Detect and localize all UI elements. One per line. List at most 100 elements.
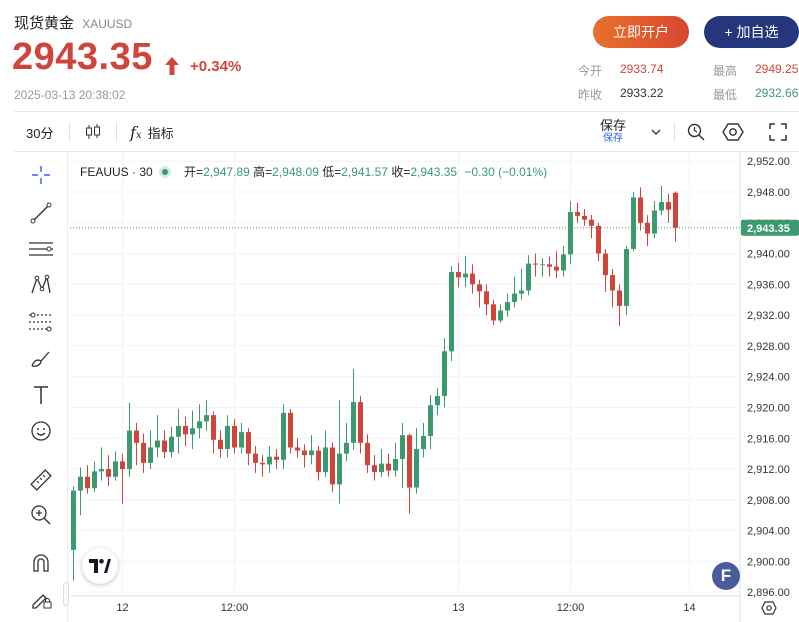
last-price-tag: [741, 219, 799, 236]
chevron-down-icon[interactable]: [650, 112, 666, 152]
quote-timestamp: 2025-03-13 20:38:02: [14, 88, 126, 102]
sidebar-scroll-handle[interactable]: [63, 582, 69, 606]
candle-body: [596, 225, 601, 254]
candle: [673, 191, 678, 242]
candle-body: [512, 293, 517, 303]
candle: [512, 276, 517, 308]
candle-body: [519, 290, 524, 294]
price-tick-label: 2,916.00: [747, 433, 790, 445]
pattern-tool-icon[interactable]: [26, 270, 56, 300]
brush-icon[interactable]: [26, 344, 56, 374]
candle: [638, 187, 643, 231]
candle-body: [526, 263, 531, 291]
candle-body: [337, 453, 342, 485]
price-tick-label: 2,952.00: [747, 156, 790, 168]
indicators-label: 指标: [147, 125, 174, 141]
trend-line-icon[interactable]: [26, 198, 56, 228]
save-label: 保存: [600, 118, 627, 133]
candle: [274, 449, 279, 470]
stat-today-open-label: 今开: [578, 64, 603, 78]
candle: [232, 419, 237, 454]
candle-body: [295, 447, 300, 451]
candle-body: [351, 402, 356, 443]
candle-body: [442, 351, 447, 396]
axis-settings-icon[interactable]: [761, 600, 777, 616]
open-account-button[interactable]: 立即开户: [593, 16, 689, 48]
candle: [421, 422, 426, 458]
candle-body: [477, 284, 482, 292]
candle-body: [134, 430, 139, 443]
zoom-in-icon[interactable]: [26, 500, 56, 530]
candle-body: [246, 432, 251, 454]
text-tool-icon[interactable]: [26, 380, 56, 410]
broker-f-icon[interactable]: F: [712, 562, 740, 590]
candle-body: [113, 461, 118, 477]
magnet-icon[interactable]: [26, 548, 56, 578]
candle-body: [120, 461, 125, 470]
indicators-button[interactable]: fx 指标: [130, 112, 174, 152]
emoji-icon[interactable]: [26, 416, 56, 446]
time-tick-label: 13: [452, 602, 464, 614]
candle-body: [659, 202, 664, 211]
lock-drawing-icon[interactable]: [26, 584, 56, 614]
candle: [407, 433, 412, 514]
candle-body: [407, 435, 412, 488]
time-tick-label: 14: [683, 602, 695, 614]
candle: [309, 435, 314, 465]
candle: [127, 402, 132, 477]
candle: [386, 453, 391, 477]
candle-body: [645, 222, 650, 234]
candle-body: [232, 425, 237, 448]
candle-body: [78, 476, 83, 491]
candle-body: [183, 425, 188, 435]
tradingview-logo-icon[interactable]: [82, 548, 118, 584]
candle: [449, 265, 454, 362]
fibonacci-icon[interactable]: [26, 307, 56, 337]
candle: [99, 447, 104, 481]
candle: [596, 222, 601, 262]
candle: [239, 422, 244, 454]
replay-zoom-icon[interactable]: [686, 112, 708, 152]
crosshair-icon[interactable]: [26, 160, 56, 190]
market-open-status-icon: [158, 166, 171, 178]
horizontal-lines-icon[interactable]: [26, 234, 56, 264]
save-button[interactable]: 保存 保存: [600, 112, 626, 152]
candle-body: [638, 197, 643, 223]
ruler-icon[interactable]: [26, 465, 56, 495]
candle-body: [575, 212, 580, 216]
candle-body: [379, 463, 384, 473]
candle: [183, 416, 188, 446]
candle: [561, 245, 566, 277]
interval-selector[interactable]: 30分: [26, 125, 54, 141]
price-up-arrow-icon: [165, 57, 179, 75]
candle: [435, 388, 440, 416]
candle: [428, 395, 433, 450]
candle-body: [652, 210, 657, 234]
candle-body: [624, 248, 629, 306]
price-tick-label: 2,932.00: [747, 310, 790, 322]
time-tick-label: 12:00: [557, 602, 585, 614]
add-watchlist-button[interactable]: + 加自选: [704, 16, 799, 48]
candle: [519, 268, 524, 300]
candle-body: [106, 469, 111, 477]
settings-gear-icon[interactable]: [722, 112, 746, 152]
function-fx-icon: fx: [130, 122, 142, 142]
candle-body: [155, 440, 160, 448]
price-tick-label: 2,936.00: [747, 279, 790, 291]
candle: [162, 430, 167, 459]
candle-body: [498, 310, 503, 321]
candle-body: [428, 405, 433, 436]
candle: [526, 255, 531, 296]
candlestick-type-icon[interactable]: [84, 112, 104, 152]
legend-symbol: FEAUUS · 30: [80, 165, 153, 179]
price-tick-label: 2,924.00: [747, 372, 790, 384]
candle-body: [85, 476, 90, 489]
fullscreen-icon[interactable]: [768, 112, 792, 152]
candle-body: [393, 459, 398, 471]
candle: [610, 268, 615, 308]
stat-today-open-value: 2933.74: [620, 62, 664, 76]
candle-body: [225, 425, 230, 450]
candle: [113, 451, 118, 481]
candle-body: [421, 435, 426, 450]
